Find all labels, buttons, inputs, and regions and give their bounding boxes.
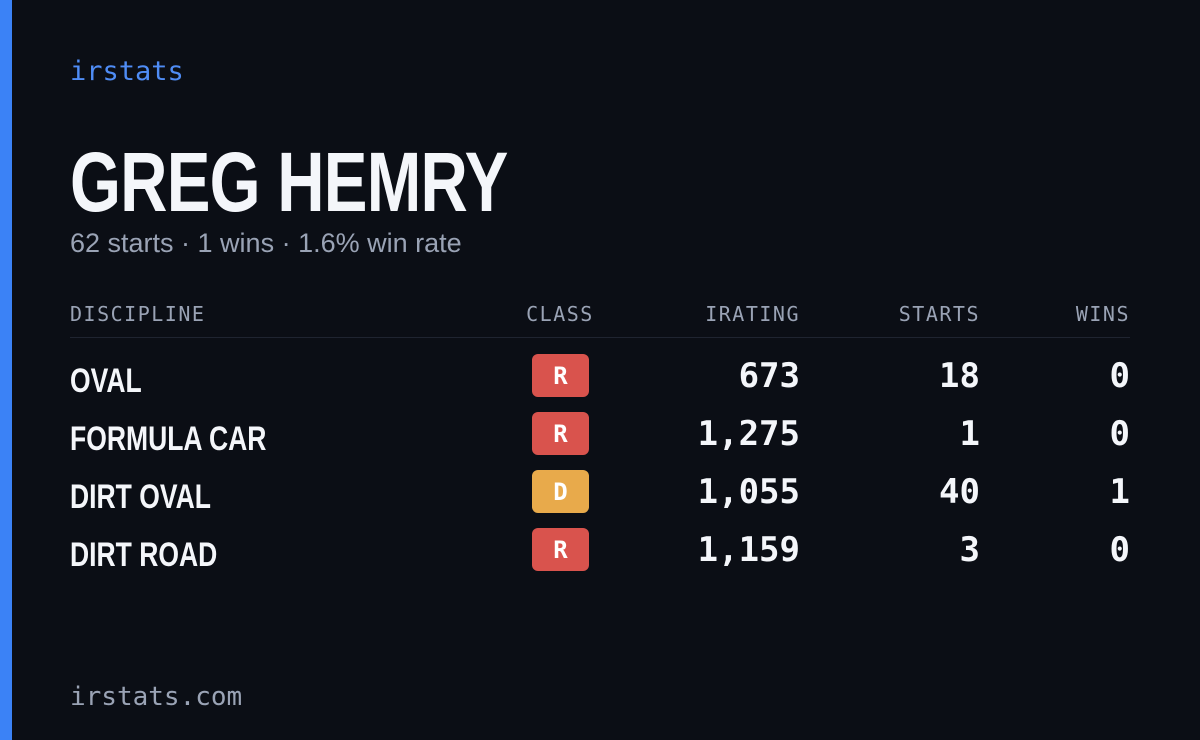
wins: 0 [1109,530,1130,570]
class-badge: R [532,412,589,455]
discipline: FORMULA CAR [70,420,267,458]
column-header: CLASS [526,302,594,326]
starts: 40 [939,472,980,512]
column-header: DISCIPLINE [70,302,206,326]
starts: 1 [959,414,980,454]
irating: 1,159 [697,530,800,570]
accent-bar [0,0,12,740]
column-header: IRATING [705,302,800,326]
discipline: OVAL [70,362,142,400]
wins: 0 [1109,356,1130,396]
starts: 18 [939,356,980,396]
discipline: DIRT OVAL [70,478,211,516]
footer-url: irstats.com [70,682,243,712]
column-header: WINS [1075,302,1130,326]
class-badge: D [532,470,589,513]
irating: 1,275 [697,414,800,454]
discipline: DIRT ROAD [70,536,218,574]
wins: 1 [1109,472,1130,512]
header-rule [70,337,1130,338]
class-badge: R [532,528,589,571]
driver-summary: 62 starts · 1 wins · 1.6% win rate [70,228,462,258]
irating: 673 [738,356,800,396]
starts: 3 [959,530,980,570]
column-header: STARTS [898,302,980,326]
brand: irstats [70,56,184,87]
driver-name: GREG HEMRY [70,135,508,229]
class-badge: R [532,354,589,397]
irating: 1,055 [697,472,800,512]
wins: 0 [1109,414,1130,454]
